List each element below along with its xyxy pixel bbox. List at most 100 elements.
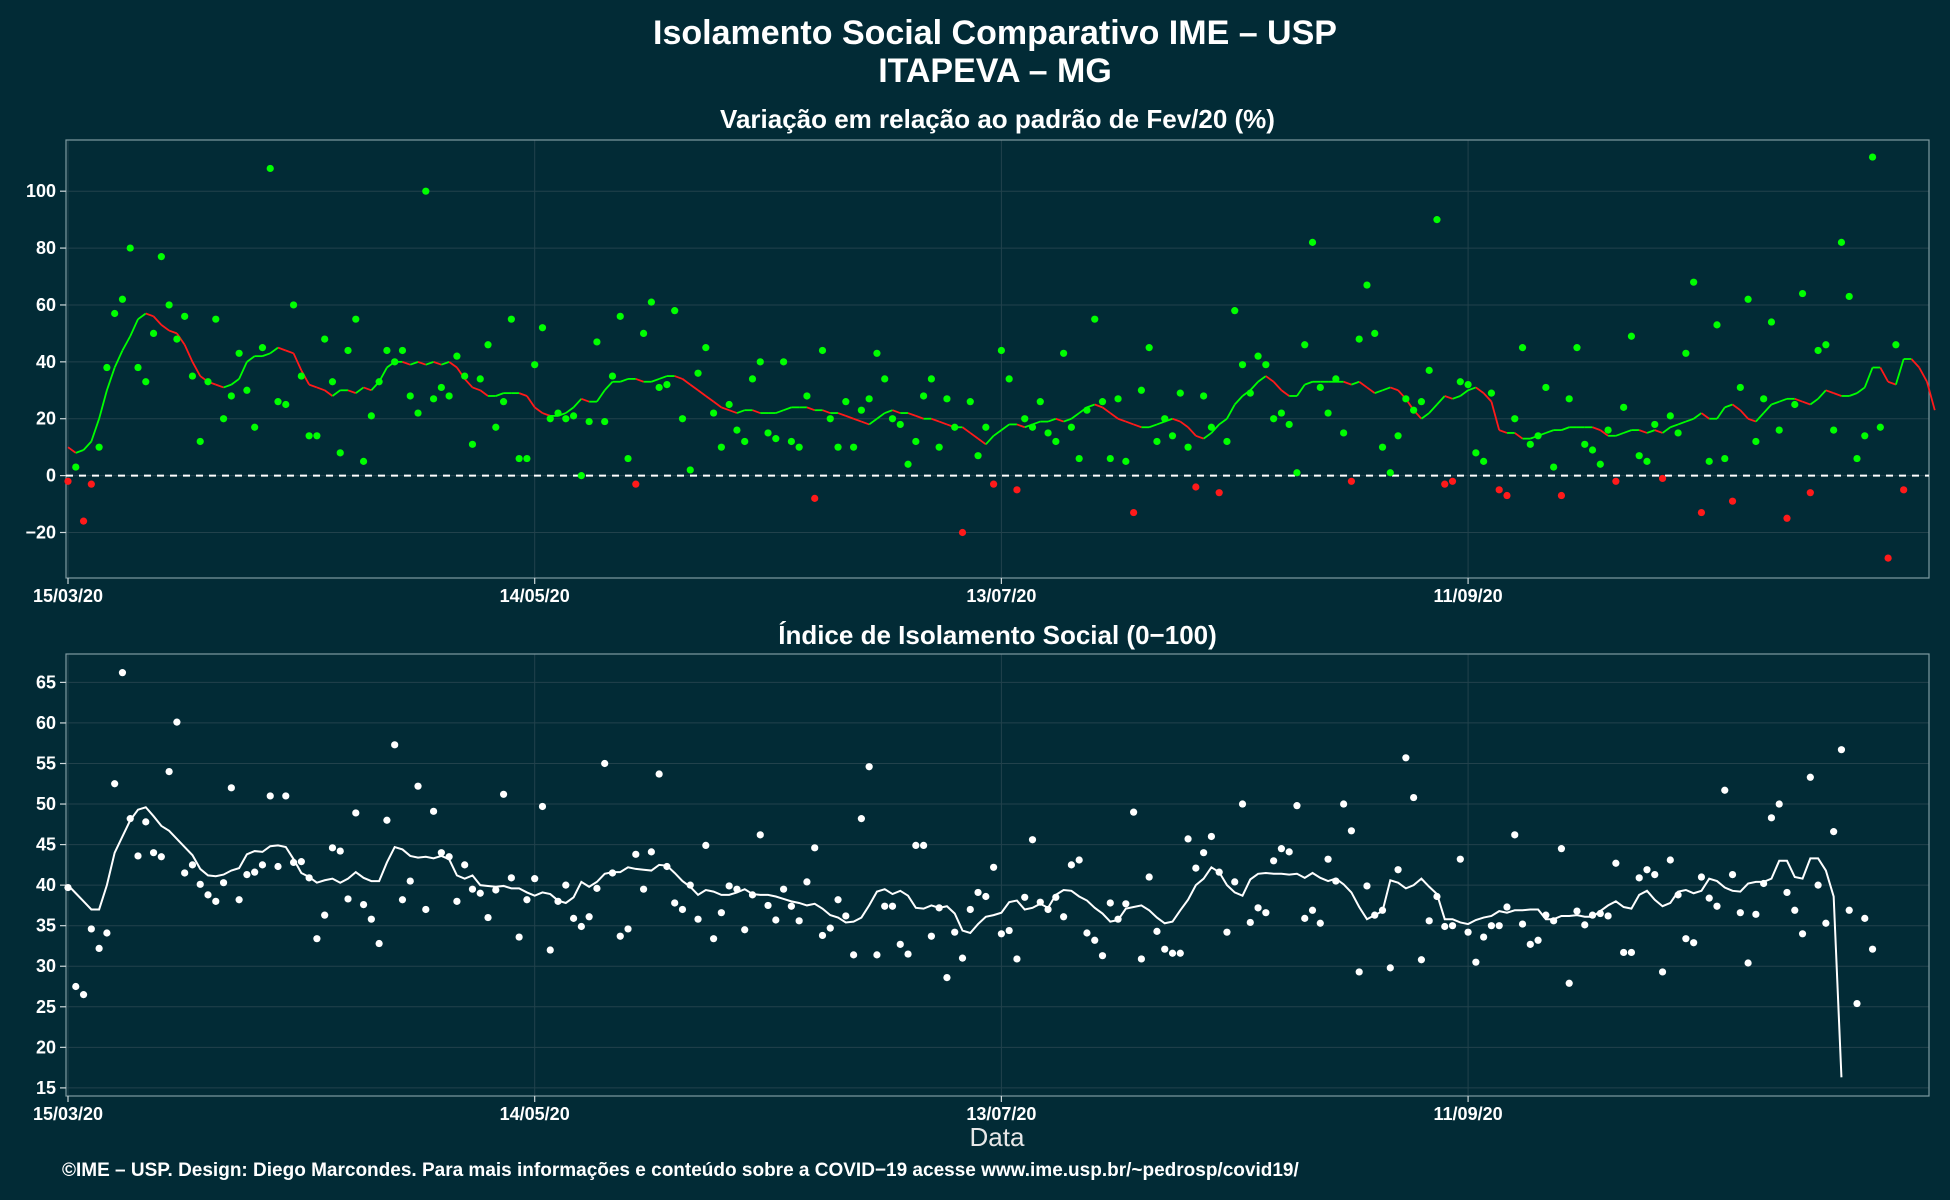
data-point: [126, 244, 134, 252]
data-point: [429, 395, 438, 403]
data-point: [546, 415, 554, 423]
moving-average-segment: [1055, 417, 1064, 423]
moving-average-segment: [526, 395, 536, 408]
data-point: [1861, 432, 1869, 440]
data-point: [1386, 964, 1394, 972]
data-point: [274, 398, 282, 406]
data-point: [1526, 940, 1534, 948]
data-point: [1798, 289, 1807, 298]
moving-average-segment: [152, 315, 163, 326]
data-point: [787, 902, 795, 910]
moving-average-segment: [1195, 434, 1204, 440]
data-point: [1464, 928, 1472, 936]
panel-title: Variação em relação ao padrão de Fev/20 …: [720, 104, 1275, 134]
data-point: [1052, 893, 1060, 901]
moving-average-segment: [736, 409, 746, 414]
data-point: [142, 378, 150, 386]
data-point: [515, 454, 523, 463]
data-point: [1013, 955, 1021, 963]
data-point: [1557, 845, 1566, 853]
data-point: [912, 437, 920, 446]
x-axis-label: Data: [970, 1122, 1025, 1152]
data-point: [1728, 497, 1737, 505]
data-point: [639, 885, 648, 893]
data-point: [1456, 378, 1464, 386]
data-point: [1853, 454, 1861, 463]
data-point: [1837, 238, 1846, 246]
data-point: [406, 392, 414, 400]
data-point: [1277, 409, 1286, 417]
data-point: [694, 369, 702, 377]
moving-average-segment: [1856, 386, 1866, 394]
moving-average-segment: [581, 397, 590, 403]
moving-average-segment: [75, 449, 84, 454]
data-point: [818, 346, 827, 355]
moving-average-segment: [191, 361, 202, 377]
data-point: [632, 480, 640, 488]
y-tick-label: 35: [36, 916, 56, 936]
moving-average-segment: [1887, 380, 1897, 386]
moving-average-segment: [1210, 423, 1220, 434]
data-point: [834, 896, 842, 904]
moving-average-segment: [1117, 417, 1127, 423]
data-point: [157, 253, 165, 261]
moving-average-segment: [1755, 412, 1765, 423]
data-point: [873, 349, 881, 357]
data-point: [1433, 892, 1441, 901]
data-point: [1550, 917, 1558, 925]
data-point: [1705, 894, 1713, 902]
moving-average-segment: [1249, 381, 1259, 391]
data-point: [748, 375, 757, 383]
data-point: [1153, 927, 1161, 935]
data-point: [72, 463, 80, 471]
moving-average-segment: [1794, 397, 1803, 403]
data-point: [1114, 915, 1122, 923]
data-point: [1472, 449, 1480, 457]
data-point: [1752, 437, 1760, 446]
data-point: [103, 929, 111, 937]
moving-average-segment: [425, 360, 434, 366]
data-point: [818, 931, 827, 940]
data-point: [1355, 968, 1363, 976]
data-point: [134, 363, 142, 372]
data-point: [437, 383, 445, 392]
moving-average-segment: [752, 409, 761, 414]
data-point: [686, 881, 694, 889]
data-point: [756, 831, 764, 839]
data-point: [523, 896, 531, 904]
data-point: [476, 375, 484, 383]
data-point: [282, 400, 290, 409]
data-point: [538, 324, 547, 332]
moving-average-segment: [1910, 358, 1920, 369]
data-point: [1783, 514, 1791, 522]
data-point: [492, 423, 500, 431]
moving-average-segment: [1063, 417, 1072, 423]
data-point: [1332, 877, 1340, 885]
data-point: [655, 770, 663, 778]
moving-average-segment: [596, 389, 606, 403]
data-point: [1830, 426, 1838, 434]
data-point: [1192, 864, 1200, 872]
data-point: [1036, 398, 1044, 406]
data-point: [888, 902, 897, 910]
moving-average-segment: [1561, 426, 1570, 431]
moving-average-segment: [90, 418, 100, 442]
moving-average-segment: [1670, 423, 1679, 429]
data-point: [1176, 949, 1184, 957]
data-point: [1153, 437, 1161, 446]
data-point: [935, 443, 943, 451]
data-point: [328, 844, 337, 852]
data-point: [87, 480, 95, 488]
data-point: [1666, 412, 1674, 420]
data-point: [1340, 429, 1348, 437]
moving-average-segment: [721, 406, 730, 412]
data-point: [1495, 922, 1503, 930]
data-point: [445, 853, 453, 861]
data-point: [274, 862, 282, 871]
data-point: [1658, 968, 1667, 976]
data-point: [1767, 318, 1776, 326]
moving-average-segment: [1101, 406, 1111, 414]
data-point: [1651, 420, 1659, 429]
moving-average-segment: [168, 329, 178, 335]
